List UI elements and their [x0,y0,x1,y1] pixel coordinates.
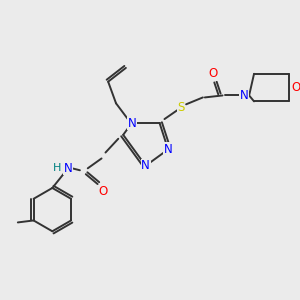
Text: N: N [64,162,73,175]
Text: N: N [141,159,150,172]
Text: O: O [292,81,300,94]
Text: O: O [208,67,217,80]
Text: H: H [53,163,61,173]
Text: N: N [240,89,249,102]
Text: N: N [128,116,136,130]
Text: N: N [164,143,172,156]
Text: S: S [178,101,185,114]
Text: O: O [98,185,107,198]
